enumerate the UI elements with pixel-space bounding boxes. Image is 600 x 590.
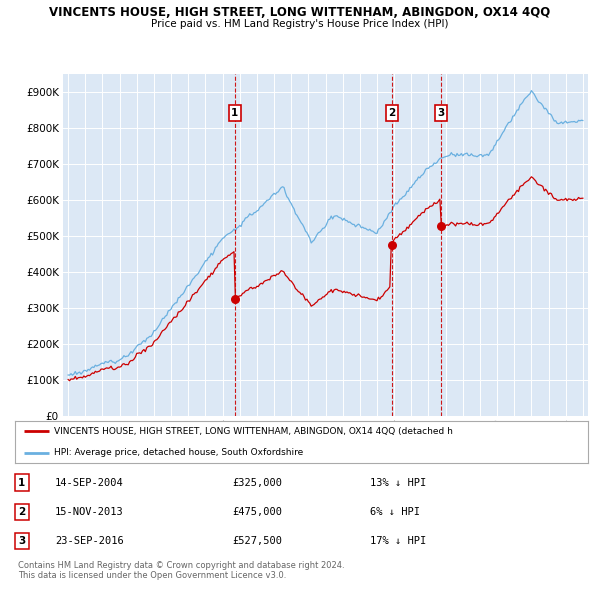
- Text: 1: 1: [18, 477, 26, 487]
- Text: £475,000: £475,000: [233, 507, 283, 517]
- Point: [387, 240, 397, 250]
- Text: 13% ↓ HPI: 13% ↓ HPI: [370, 477, 427, 487]
- Text: Contains HM Land Registry data © Crown copyright and database right 2024.: Contains HM Land Registry data © Crown c…: [18, 560, 344, 569]
- Text: 2: 2: [18, 507, 26, 517]
- Text: 1: 1: [231, 108, 238, 118]
- Text: 3: 3: [18, 536, 26, 546]
- Point: [230, 294, 239, 304]
- Text: 2: 2: [388, 108, 395, 118]
- Text: £527,500: £527,500: [233, 536, 283, 546]
- Text: Price paid vs. HM Land Registry's House Price Index (HPI): Price paid vs. HM Land Registry's House …: [151, 19, 449, 30]
- Text: HPI: Average price, detached house, South Oxfordshire: HPI: Average price, detached house, Sout…: [54, 448, 303, 457]
- Text: VINCENTS HOUSE, HIGH STREET, LONG WITTENHAM, ABINGDON, OX14 4QQ: VINCENTS HOUSE, HIGH STREET, LONG WITTEN…: [49, 6, 551, 19]
- Text: 17% ↓ HPI: 17% ↓ HPI: [370, 536, 427, 546]
- Text: VINCENTS HOUSE, HIGH STREET, LONG WITTENHAM, ABINGDON, OX14 4QQ (detached h: VINCENTS HOUSE, HIGH STREET, LONG WITTEN…: [54, 427, 453, 436]
- Text: 6% ↓ HPI: 6% ↓ HPI: [370, 507, 420, 517]
- Text: £325,000: £325,000: [233, 477, 283, 487]
- Text: 3: 3: [437, 108, 445, 118]
- Text: 23-SEP-2016: 23-SEP-2016: [55, 536, 124, 546]
- Text: 15-NOV-2013: 15-NOV-2013: [55, 507, 124, 517]
- Point: [436, 221, 446, 231]
- Text: This data is licensed under the Open Government Licence v3.0.: This data is licensed under the Open Gov…: [18, 571, 286, 580]
- Text: 14-SEP-2004: 14-SEP-2004: [55, 477, 124, 487]
